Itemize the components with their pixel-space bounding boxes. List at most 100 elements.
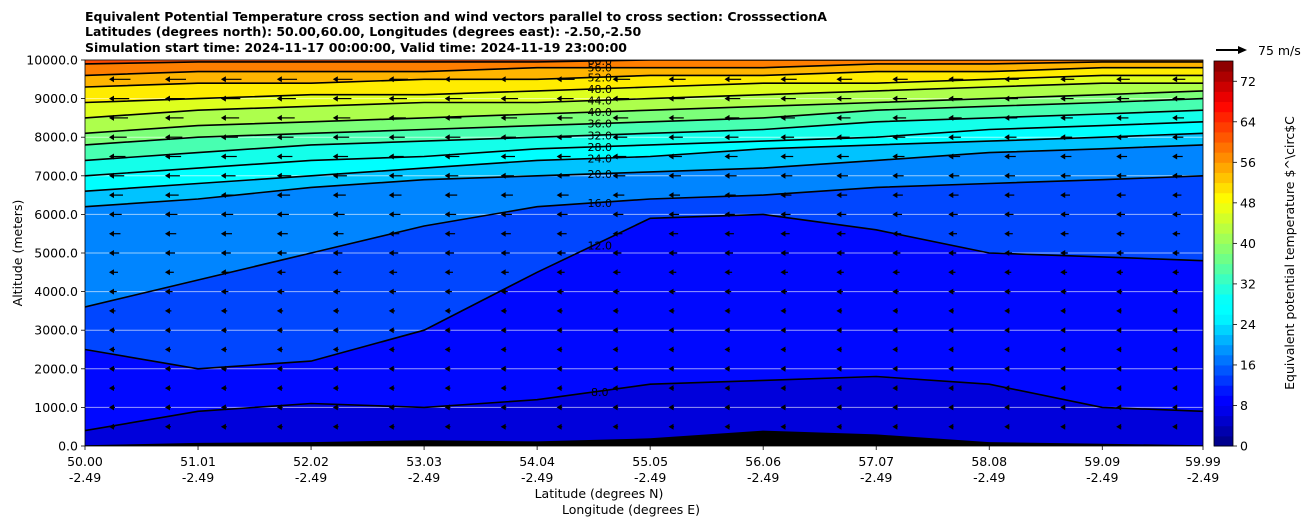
- wind-arrowhead: [500, 250, 506, 256]
- wind-arrowhead: [1116, 230, 1122, 237]
- wind-arrowhead: [1116, 95, 1122, 102]
- wind-arrowhead: [220, 365, 226, 372]
- wind-arrowhead: [612, 327, 618, 334]
- wind-arrowhead: [276, 95, 282, 102]
- wind-arrowhead: [612, 423, 618, 430]
- wind-arrowhead: [276, 346, 282, 353]
- wind-arrowhead: [1116, 76, 1122, 83]
- wind-arrowhead: [1004, 327, 1010, 334]
- wind-arrowhead: [1116, 211, 1122, 218]
- x-tick-label-lat: 59.99: [1185, 454, 1221, 469]
- x-tick-label-lon: -2.49: [295, 470, 327, 485]
- wind-arrowhead: [724, 114, 730, 121]
- wind-arrowhead: [444, 134, 450, 141]
- wind-arrowhead: [556, 153, 562, 160]
- wind-arrowhead: [164, 404, 170, 411]
- wind-arrowhead: [892, 250, 898, 256]
- wind-arrowhead: [1004, 385, 1010, 392]
- wind-arrowhead: [724, 192, 730, 199]
- wind-arrowhead: [220, 346, 226, 353]
- colorbar-segment: [1214, 182, 1233, 194]
- wind-arrowhead: [500, 95, 506, 102]
- wind-arrowhead: [108, 192, 114, 199]
- x-tick-label-lon: -2.49: [747, 470, 779, 485]
- wind-arrowhead: [108, 346, 114, 353]
- wind-arrowhead: [724, 423, 730, 430]
- colorbar-segment: [1214, 172, 1233, 184]
- y-tick-label: 1000.0: [34, 400, 78, 415]
- wind-arrowhead: [892, 114, 898, 121]
- wind-arrowhead: [1116, 114, 1122, 121]
- wind-arrowhead: [668, 153, 674, 160]
- y-tick-label: 2000.0: [34, 361, 78, 376]
- wind-arrowhead: [1172, 346, 1178, 353]
- wind-arrowhead: [332, 230, 338, 237]
- wind-arrowhead: [500, 307, 506, 314]
- wind-arrowhead: [220, 423, 226, 430]
- wind-arrowhead: [724, 76, 730, 83]
- wind-arrowhead: [836, 250, 842, 256]
- colorbar-segment: [1214, 233, 1233, 244]
- wind-arrowhead: [388, 192, 394, 199]
- wind-arrowhead: [500, 327, 506, 334]
- wind-arrowhead: [220, 172, 226, 179]
- wind-arrowhead: [948, 76, 954, 83]
- wind-arrowhead: [276, 269, 282, 276]
- contour-56: [85, 61, 1203, 77]
- wind-arrowhead: [388, 365, 394, 372]
- contour-52: [85, 66, 1203, 88]
- wind-arrowhead: [612, 211, 618, 218]
- wind-arrowhead: [164, 288, 170, 295]
- wind-arrowhead: [780, 288, 786, 295]
- wind-arrowhead: [444, 385, 450, 392]
- colorbar: 0 8 16 24 32 40 48 56 64 72: [1213, 60, 1256, 454]
- wind-arrowhead: [780, 211, 786, 218]
- wind-arrowhead: [164, 327, 170, 334]
- contour-label: 20.0: [588, 168, 613, 181]
- wind-arrowhead: [1116, 172, 1122, 179]
- wind-arrowhead: [164, 365, 170, 372]
- wind-arrowhead: [668, 269, 674, 276]
- colorbar-segment: [1214, 243, 1233, 254]
- wind-arrowhead: [332, 192, 338, 199]
- wind-arrowhead: [1172, 288, 1178, 295]
- wind-arrowhead: [164, 385, 170, 392]
- wind-arrowhead: [556, 95, 562, 102]
- wind-arrowhead: [892, 153, 898, 160]
- wind-vectors: [108, 76, 1186, 430]
- wind-arrowhead: [556, 134, 562, 141]
- contour-44: [85, 82, 1203, 119]
- wind-arrowhead: [332, 288, 338, 295]
- wind-arrowhead: [388, 423, 394, 430]
- colorbar-tick-label: 0: [1240, 439, 1248, 454]
- wind-arrowhead: [444, 114, 450, 121]
- colorbar-tick-label: 48: [1240, 195, 1256, 210]
- wind-arrowhead: [724, 307, 730, 314]
- x-tick-label-lon: -2.49: [634, 470, 666, 485]
- wind-arrowhead: [948, 95, 954, 102]
- wind-arrowhead: [948, 288, 954, 295]
- wind-arrowhead: [1060, 404, 1066, 411]
- wind-arrowhead: [220, 327, 226, 334]
- colorbar-segment: [1214, 212, 1233, 224]
- wind-arrowhead: [388, 288, 394, 295]
- wind-arrowhead: [1172, 327, 1178, 334]
- x-axis-label: Latitude (degrees N): [535, 486, 664, 501]
- wind-arrowhead: [276, 114, 282, 121]
- wind-arrowhead: [836, 404, 842, 411]
- wind-arrowhead: [948, 211, 954, 218]
- wind-arrowhead: [556, 114, 562, 121]
- wind-arrowhead: [388, 250, 394, 256]
- wind-arrowhead: [108, 172, 114, 179]
- wind-arrowhead: [444, 95, 450, 102]
- wind-arrowhead: [612, 153, 618, 160]
- x-tick-label-lat: 58.08: [971, 454, 1007, 469]
- contour-label: 12.0: [588, 239, 613, 252]
- wind-arrowhead: [724, 172, 730, 179]
- wind-arrowhead: [1060, 134, 1066, 141]
- wind-arrowhead: [948, 365, 954, 372]
- contour-label: 8.0: [591, 386, 609, 399]
- wind-arrowhead: [276, 307, 282, 314]
- wind-arrowhead: [388, 153, 394, 160]
- colorbar-tick-label: 64: [1240, 114, 1256, 129]
